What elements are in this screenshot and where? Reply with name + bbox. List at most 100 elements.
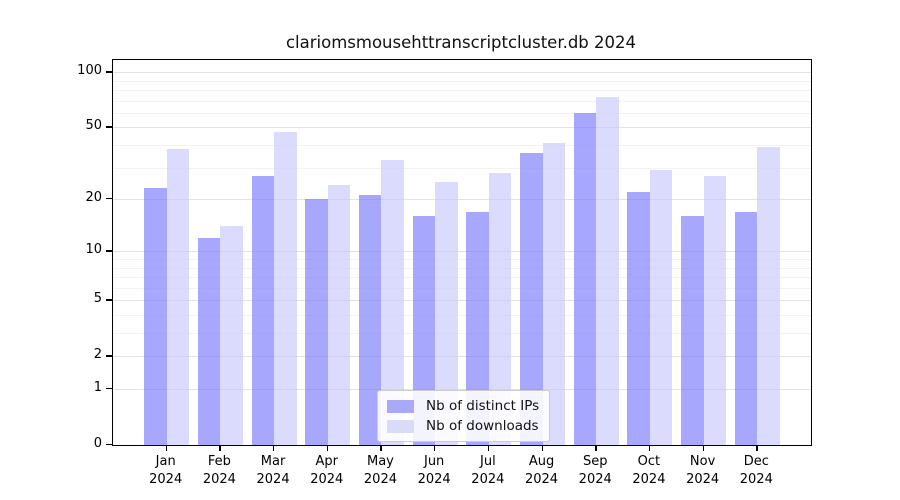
bar-downloads <box>435 181 458 445</box>
y-axis-tick <box>106 71 113 73</box>
y-axis-tick <box>106 198 113 200</box>
gridline-major <box>113 199 811 201</box>
y-axis-tick-label: 10 <box>85 242 102 258</box>
bar-downloads <box>274 132 297 445</box>
y-axis-tick-label: 1 <box>93 380 102 395</box>
gridline-major <box>113 389 811 390</box>
x-axis-tick-label: Jun 2024 <box>402 453 466 488</box>
bar-downloads <box>327 185 351 445</box>
bar-downloads <box>596 97 619 445</box>
x-axis-tick-label: Feb 2024 <box>187 453 251 488</box>
gridline-major <box>113 251 811 253</box>
y-axis-tick-label: 5 <box>93 291 102 307</box>
y-axis-tick-label: 0 <box>93 436 102 451</box>
bar-distinct-ips <box>681 216 704 445</box>
x-axis-tick <box>380 445 382 451</box>
legend-swatch-distinct-ips <box>387 399 414 413</box>
bar-downloads <box>649 170 673 445</box>
x-axis-tick-label: Jan 2024 <box>134 453 198 488</box>
bar-downloads <box>220 226 243 445</box>
x-axis-tick-label: Aug 2024 <box>510 453 574 488</box>
gridline-minor <box>113 80 811 82</box>
x-axis-tick-label-line: 2024 <box>417 471 451 487</box>
y-axis-tick <box>106 355 113 357</box>
x-axis-tick <box>434 445 436 451</box>
chart-title: clariomsmousehttranscriptcluster.db 2024 <box>285 33 637 52</box>
y-axis-tick <box>106 250 113 252</box>
x-axis-tick-label-line: Apr <box>315 454 339 469</box>
x-axis-tick-label: May 2024 <box>348 453 412 488</box>
x-axis-tick-label-line: Dec <box>743 454 769 469</box>
bar-distinct-ips <box>358 195 382 445</box>
x-axis-tick-label-line: 2024 <box>310 471 344 487</box>
x-axis-tick-label-line: Sep <box>582 454 608 469</box>
gridline-minor <box>113 277 811 279</box>
bar-distinct-ips <box>520 153 543 445</box>
legend-item-label: Nb of downloads <box>426 418 539 434</box>
x-axis-tick-label-line: 2024 <box>632 471 666 487</box>
y-axis-tick <box>106 388 113 390</box>
x-axis-tick-label-line: May <box>367 454 394 469</box>
y-axis-tick-label: 2 <box>93 347 102 363</box>
gridline-minor <box>113 259 811 260</box>
y-axis-tick <box>106 126 113 128</box>
x-axis-tick-label-line: Jan <box>155 454 176 469</box>
bar-downloads <box>381 160 404 445</box>
bar-distinct-ips <box>573 112 597 445</box>
x-axis-tick-label-line: 2024 <box>256 471 290 487</box>
bar-distinct-ips <box>734 211 758 445</box>
bar-distinct-ips <box>144 188 167 445</box>
x-axis-tick <box>273 445 275 451</box>
x-axis-tick-label-line: Jun <box>423 454 445 469</box>
x-axis-tick-label-line: 2024 <box>578 471 612 487</box>
gridline-major <box>113 72 811 74</box>
x-axis-tick-label: Oct 2024 <box>617 453 681 488</box>
gridline-major <box>113 127 811 129</box>
gridline-major <box>113 356 811 358</box>
x-axis-tick-label-line: Jul <box>480 454 496 469</box>
x-axis-tick-label: Nov 2024 <box>671 453 735 488</box>
legend-item: Nb of distinct IPs <box>387 396 539 416</box>
x-axis-tick-label: Sep 2024 <box>563 453 627 488</box>
legend-swatch-downloads <box>387 419 414 433</box>
x-axis-tick-label-line: 2024 <box>524 471 559 487</box>
x-axis-tick-label: Apr 2024 <box>295 453 359 488</box>
x-axis-tick <box>756 445 758 451</box>
bar-downloads <box>703 175 727 445</box>
y-axis-tick-label: 50 <box>85 118 102 134</box>
gridline-minor <box>113 315 811 316</box>
bar-distinct-ips <box>412 216 436 445</box>
x-axis-tick-label-line: 2024 <box>471 471 505 487</box>
bar-distinct-ips <box>305 199 328 445</box>
legend: Nb of distinct IPs Nb of downloads <box>377 390 551 442</box>
x-axis-tick-label-line: 2024 <box>739 471 773 487</box>
gridline-minor <box>113 267 811 269</box>
x-axis-tick-label: Dec 2024 <box>724 453 788 488</box>
bar-distinct-ips <box>627 191 650 445</box>
gridline-minor <box>113 145 811 147</box>
gridline-minor <box>113 112 811 114</box>
x-axis-tick <box>541 445 543 451</box>
gridline-major <box>113 300 811 302</box>
x-axis-tick-label-line: Nov <box>689 454 716 469</box>
gridline-minor <box>113 90 811 92</box>
bar-distinct-ips <box>251 175 275 445</box>
x-axis-tick <box>595 445 597 451</box>
x-axis-tick-label-line: Oct <box>637 454 661 469</box>
x-axis-tick-label: Jul 2024 <box>456 453 520 488</box>
bar-distinct-ips <box>197 237 221 445</box>
x-axis-tick-label: Mar 2024 <box>241 453 305 488</box>
x-axis-tick <box>702 445 704 451</box>
x-axis-tick <box>487 445 490 451</box>
bar-downloads <box>166 149 190 445</box>
legend-item-label: Nb of distinct IPs <box>426 398 540 414</box>
x-axis-tick-label-line: Aug <box>528 454 555 469</box>
gridline-minor <box>113 287 811 289</box>
gridline-minor <box>113 333 811 335</box>
y-axis-tick <box>106 299 113 301</box>
x-axis-tick-label-line: 2024 <box>686 471 720 487</box>
plot-area <box>112 59 812 446</box>
y-axis-tick-label: 100 <box>77 63 102 79</box>
x-axis-tick-label-line: 2024 <box>149 471 183 487</box>
